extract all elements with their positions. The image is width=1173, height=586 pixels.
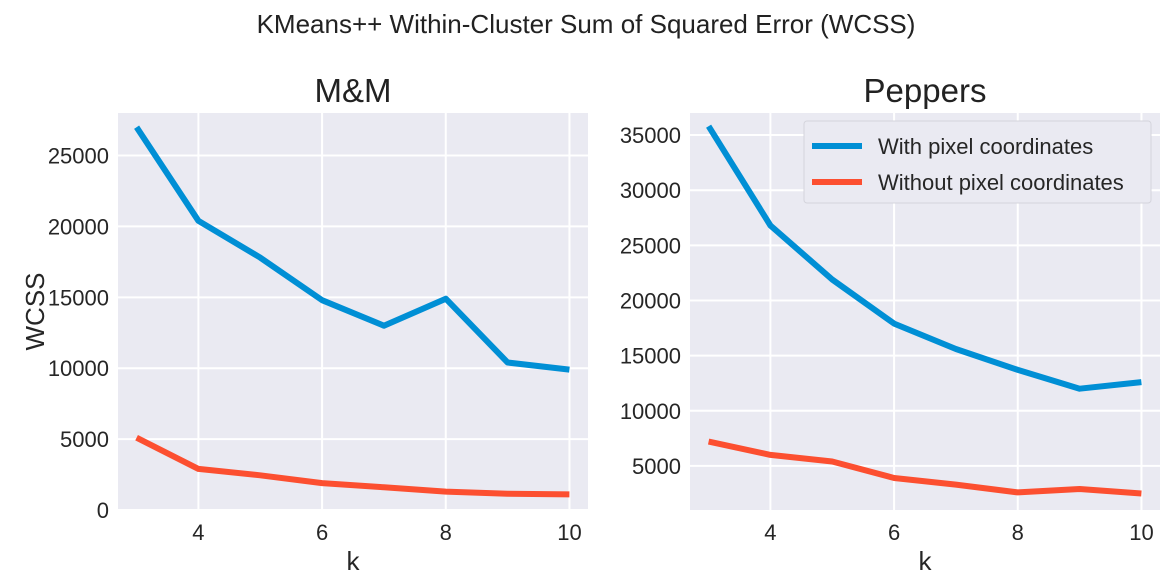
y-tick-label: 15000 xyxy=(48,285,109,310)
y-tick-label: 10000 xyxy=(620,399,681,424)
y-tick-label: 20000 xyxy=(48,214,109,239)
figure-suptitle: KMeans++ Within-Cluster Sum of Squared E… xyxy=(257,9,916,39)
legend-entry: With pixel coordinates xyxy=(878,134,1093,159)
y-tick-label: 35000 xyxy=(620,123,681,148)
x-tick-label: 4 xyxy=(764,520,776,545)
y-tick-label: 15000 xyxy=(620,344,681,369)
series-line-with-pixel-coordinates xyxy=(706,124,1142,392)
x-tick-label: 6 xyxy=(316,520,328,545)
panel-1: 0 5000 10000 15000 20000 25000 4 6 8 10 M&M k WCSS xyxy=(20,72,588,576)
legend: With pixel coordinates Without pixel coor… xyxy=(803,120,1152,204)
x-tick-label: 10 xyxy=(1129,520,1153,545)
x-tick-label: 10 xyxy=(557,520,581,545)
x-tick-label: 8 xyxy=(1012,520,1024,545)
y-tick-label: 25000 xyxy=(48,144,109,169)
y-tick-label: 30000 xyxy=(620,178,681,203)
x-axis-label: k xyxy=(347,546,361,576)
panel-title: M&M xyxy=(315,72,392,109)
x-tick-label: 8 xyxy=(440,520,452,545)
legend-entry: Without pixel coordinates xyxy=(878,170,1124,195)
y-tick-label: 5000 xyxy=(60,427,109,452)
x-tick-label: 6 xyxy=(888,520,900,545)
y-tick-label: 0 xyxy=(97,498,109,523)
legend-box xyxy=(803,120,1152,204)
series-line-without-pixel-coordinates xyxy=(135,435,570,498)
panel-title: Peppers xyxy=(864,72,987,109)
x-tick-label: 4 xyxy=(192,520,204,545)
y-tick-label: 10000 xyxy=(48,356,109,381)
y-tick-label: 5000 xyxy=(632,454,681,479)
y-axis-label: WCSS xyxy=(20,273,50,351)
series-line-without-pixel-coordinates xyxy=(707,438,1142,497)
y-tick-label: 25000 xyxy=(620,233,681,258)
series-line-with-pixel-coordinates xyxy=(134,125,570,373)
y-tick-label: 20000 xyxy=(620,288,681,313)
x-axis-label: k xyxy=(919,546,933,576)
